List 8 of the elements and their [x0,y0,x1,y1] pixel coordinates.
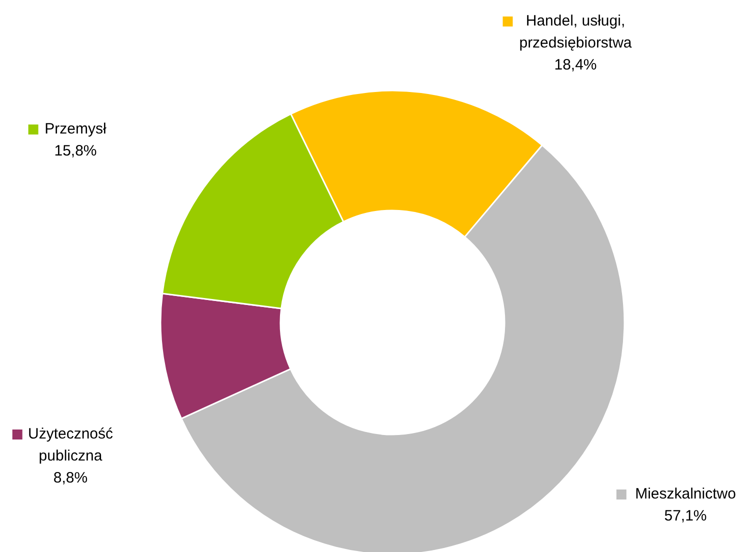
legend-label: Użyteczność publiczna [28,426,114,464]
legend-label: Mieszkalnictwo [635,486,736,502]
data-label: 18,4% [554,56,597,74]
legend-label: Przemysł [44,120,107,138]
data-label: 57,1% [664,508,707,524]
legend-label: Handel, usługi, przedsiębiorstwa [519,12,632,52]
data-label: 8,8% [53,470,88,486]
data-label: 15,8% [54,142,97,160]
